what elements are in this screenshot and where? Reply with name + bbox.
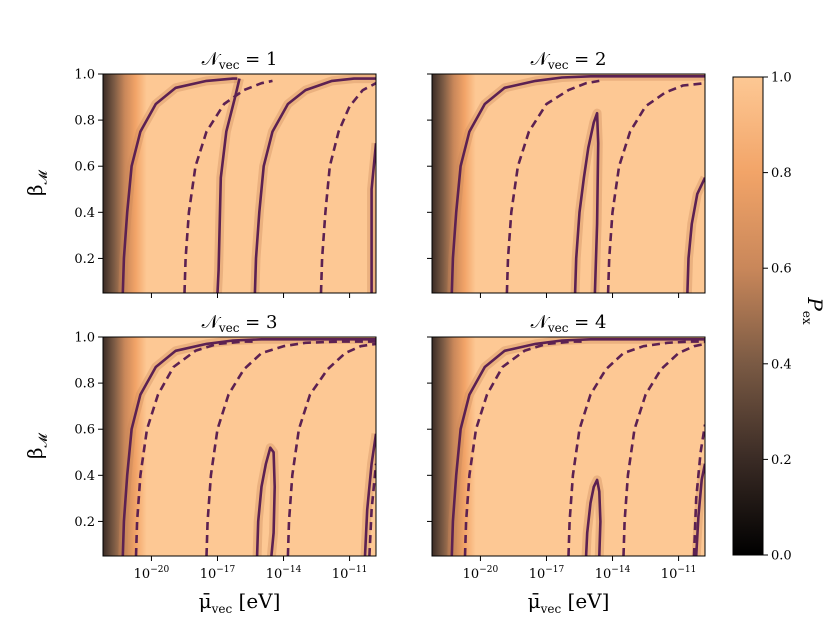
panel-frame: [431, 73, 706, 294]
dashed-contour: [286, 342, 376, 556]
x-tick-label: 10−11: [332, 565, 368, 582]
panel-title: 𝒩vec = 2: [531, 49, 607, 72]
panel-1: 0.2 0.4 0.6 0.8 1.0 𝒩vec = 1: [74, 49, 377, 298]
panel-frame: [431, 336, 706, 557]
heatmap-field: [103, 74, 376, 293]
heatmap-field: [103, 337, 376, 556]
dashed-contour: [368, 463, 376, 556]
solid-contour: [450, 75, 705, 293]
y-tick-label: 0.4: [74, 469, 95, 484]
x-tick-label: 10−14: [266, 565, 302, 582]
solid-contour: [121, 77, 238, 293]
solid-contour: [584, 478, 602, 556]
panel-4: 10−20 10−17 10−14 10−11 𝒩vec = 4: [427, 312, 706, 582]
y-tick-label: 0.8: [74, 377, 95, 392]
solid-contour: [694, 463, 705, 556]
y-tick-label: 0.2: [74, 515, 95, 530]
y-tick-label: 1.0: [74, 68, 95, 83]
panel-title: 𝒩vec = 3: [202, 312, 278, 335]
x-tick-label: 10−11: [661, 565, 697, 582]
dashed-contour: [183, 79, 273, 293]
solid-contour: [253, 77, 376, 293]
dashed-contour: [134, 340, 258, 556]
x-tick-label: 10−17: [529, 565, 565, 582]
panel-title: 𝒩vec = 1: [202, 49, 278, 72]
solid-contour: [255, 446, 276, 556]
dashed-contour: [319, 82, 376, 293]
dashed-contour: [567, 340, 705, 556]
y-tick-label: 0.2: [74, 252, 95, 267]
solid-contour: [686, 177, 705, 293]
dashed-contour: [606, 81, 705, 293]
y-axis-label: β𝓜: [23, 169, 50, 196]
panels: 0.2 0.4 0.6 0.8 1.0 𝒩vec = 1 𝒩vec = 2 0.2 0.4 0.6…: [74, 49, 706, 582]
solid-contour: [121, 338, 376, 556]
heatmap-field: [432, 74, 705, 293]
colorbar-tick-label: 0.8: [771, 166, 792, 181]
colorbar-label: Pex: [800, 296, 827, 325]
solid-contour: [370, 143, 376, 293]
colorbar-tick-label: 1.0: [771, 71, 792, 86]
x-axis-label: μ̄vec [eV]: [528, 589, 610, 616]
solid-contour: [573, 111, 600, 293]
x-tick-label: 10−14: [595, 565, 631, 582]
y-tick-label: 0.6: [74, 160, 95, 175]
dashed-contour: [505, 79, 600, 293]
colorbar-tick-label: 0.6: [771, 262, 792, 277]
dashed-contour: [463, 340, 587, 556]
panel-2: 𝒩vec = 2: [427, 49, 706, 298]
y-axis-label: β𝓜: [23, 432, 50, 459]
panel-3: 0.2 0.4 0.6 0.8 1.0 10−20 10−17 10−14 10−11 𝒩vec …: [74, 312, 377, 582]
solid-contour: [450, 338, 705, 556]
x-tick-label: 10−17: [200, 565, 236, 582]
x-axis-label: μ̄vec [eV]: [199, 589, 281, 616]
dashed-contour: [692, 424, 705, 556]
colorbar-bar: [732, 76, 764, 556]
dashed-contour: [622, 342, 705, 556]
colorbar-tick-label: 0.4: [771, 357, 792, 372]
panel-frame: [102, 336, 377, 557]
y-tick-label: 0.8: [74, 114, 95, 129]
x-tick-label: 10−20: [134, 565, 170, 582]
y-tick-label: 1.0: [74, 331, 95, 346]
y-tick-label: 0.4: [74, 206, 95, 221]
y-tick-label: 0.6: [74, 423, 95, 438]
colorbar-tick-label: 0.2: [771, 453, 792, 468]
colorbar-tick-label: 0.0: [771, 549, 792, 564]
colorbar: 0.0 0.2 0.4 0.6 0.8 1.0 Pex: [732, 71, 827, 564]
panel-frame: [102, 73, 377, 294]
x-tick-label: 10−20: [463, 565, 499, 582]
panel-title: 𝒩vec = 4: [531, 312, 607, 335]
dashed-contour: [205, 340, 376, 556]
solid-contour: [363, 433, 376, 556]
axis-labels: β𝓜 β𝓜 μ̄vec [eV] μ̄vec [eV]: [23, 169, 609, 616]
